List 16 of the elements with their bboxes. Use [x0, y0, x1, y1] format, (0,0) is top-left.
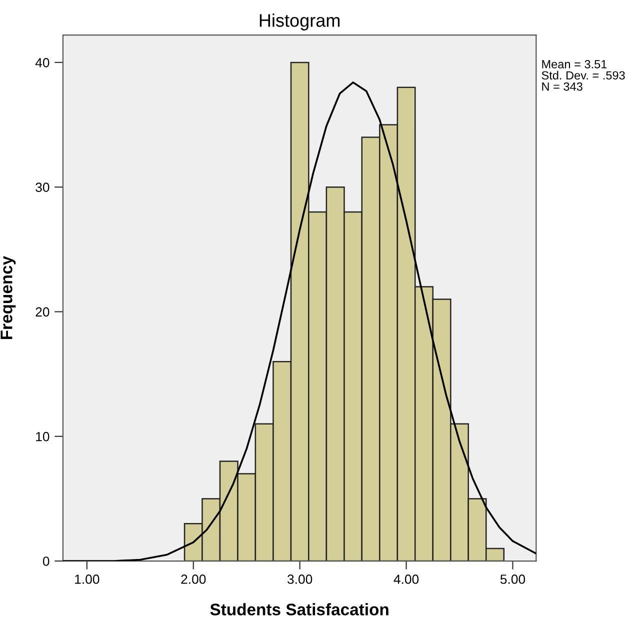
y-tick-label: 40	[35, 58, 50, 68]
y-tick-label: 30	[36, 182, 50, 192]
text: N = 343	[542, 82, 582, 91]
x-tick-label: 3.00	[287, 574, 312, 584]
x-axis-title: Students Satisfacation	[210, 603, 388, 616]
y-tick-label: 0	[42, 556, 50, 566]
y-tick-label: 20	[36, 307, 50, 317]
y-axis-title: Frequency	[0, 256, 16, 340]
x-tick-label: 4.00	[394, 574, 419, 584]
x-tick-label: 2.00	[181, 574, 206, 584]
text: Mean = 3.51	[542, 60, 607, 68]
x-tick-label: 5.00	[500, 574, 526, 584]
chart-title: Histogram	[260, 14, 340, 30]
y-tick-label: 10	[36, 432, 50, 442]
x-tick-label: 1.00	[75, 574, 100, 584]
text: Std. Dev. = .593	[542, 70, 625, 80]
